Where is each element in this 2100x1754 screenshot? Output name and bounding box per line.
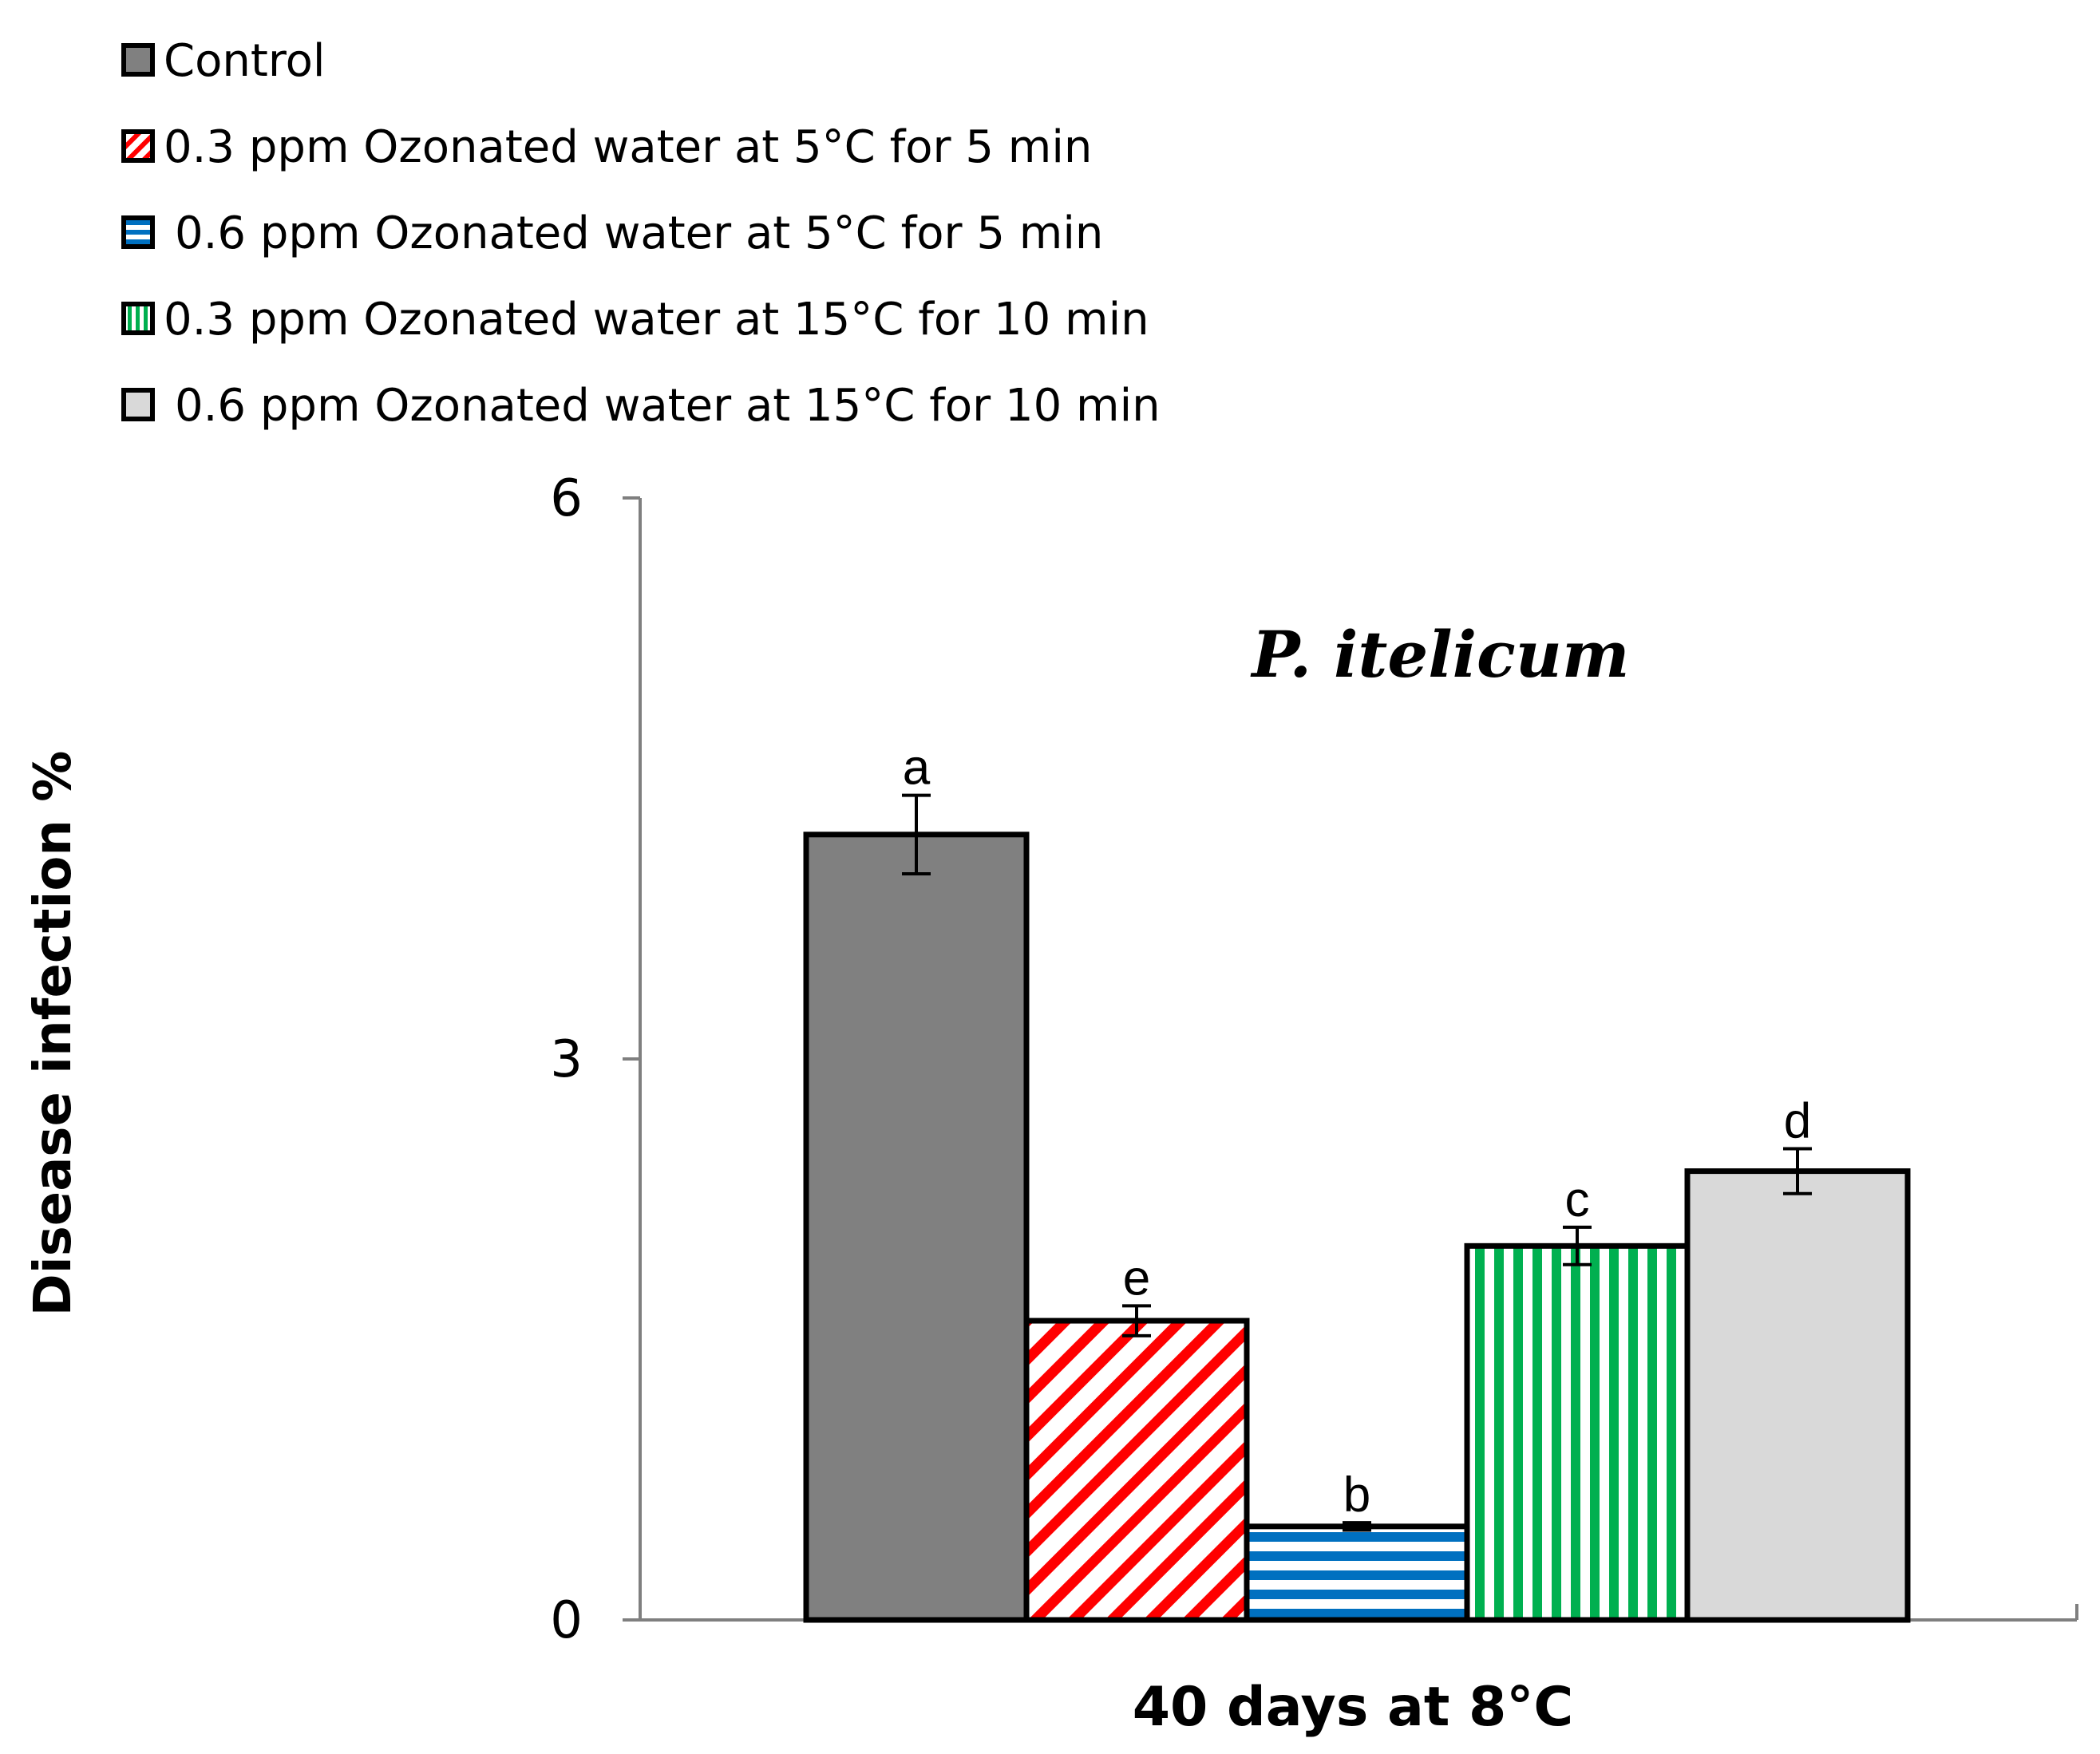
- legend-label: 0.6 ppm Ozonated water at 5°C for 5 min: [175, 207, 1103, 259]
- legend: Control 0.3 ppm Ozonated water at 5°C for…: [121, 35, 1161, 432]
- significance-letter: c: [1565, 1172, 1590, 1227]
- y-tick-label: 0: [550, 1591, 583, 1650]
- y-ticks: 0 3 6: [550, 469, 640, 1650]
- bar: [1464, 1242, 1691, 1623]
- legend-label: 0.3 ppm Ozonated water at 5°C for 5 min: [164, 121, 1092, 173]
- legend-label: 0.6 ppm Ozonated water at 15°C for 10 mi…: [175, 380, 1161, 432]
- significance-letter: a: [903, 741, 931, 796]
- bar: [1684, 1168, 1911, 1623]
- significance-letter: e: [1123, 1250, 1150, 1306]
- x-axis-label: 40 days at 8°C: [1133, 1676, 1574, 1739]
- bar: [1023, 1317, 1250, 1623]
- significance-letter: d: [1784, 1093, 1811, 1148]
- y-tick-label: 3: [550, 1030, 583, 1089]
- chart-annotation: P. itelicum: [1250, 617, 1629, 692]
- significance-letter: b: [1343, 1468, 1370, 1523]
- bar: [1244, 1523, 1470, 1623]
- bar: [803, 832, 1030, 1623]
- legend-swatch: [121, 388, 155, 421]
- y-axis-label: Disease infection %: [24, 751, 83, 1317]
- legend-swatch: [121, 302, 155, 335]
- legend-swatch: [121, 129, 155, 163]
- legend-label: Control: [164, 35, 325, 87]
- legend-swatch: [121, 43, 155, 77]
- legend-swatch: [121, 215, 155, 249]
- y-tick-label: 6: [550, 469, 583, 528]
- bars: a e b c d: [803, 741, 1911, 1623]
- legend-label: 0.3 ppm Ozonated water at 15°C for 10 mi…: [164, 294, 1149, 346]
